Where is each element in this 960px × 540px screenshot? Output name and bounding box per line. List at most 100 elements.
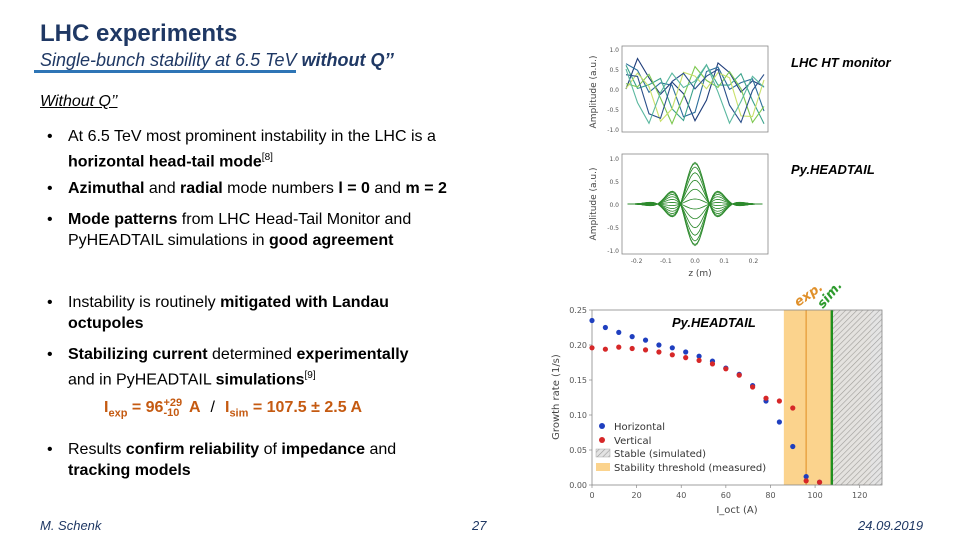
point-horizontal <box>683 349 689 355</box>
point-horizontal <box>790 443 796 450</box>
bullet-6-bold2: impedance <box>281 441 365 458</box>
plot2-ytick-label: -1.0 <box>607 248 619 255</box>
bullet-dot: • <box>47 441 53 458</box>
point-vertical <box>696 357 702 363</box>
legend-vertical: Vertical <box>614 436 651 447</box>
exp-error: +29 -10 <box>163 397 183 419</box>
point-horizontal <box>803 474 809 480</box>
plot3-xtick-label: 40 <box>676 491 686 500</box>
bullet-1: • At 6.5 TeV most prominent instability … <box>47 126 436 172</box>
plot3-ylabel: Growth rate (1/s) <box>551 354 562 440</box>
exp-minus: -10 <box>163 407 180 419</box>
plot1-ytick-label: 0.5 <box>609 67 619 74</box>
bullet-2-bold2: radial <box>180 180 223 197</box>
plot1-trace <box>625 63 765 118</box>
bullet-5-bold3: simulations <box>215 371 305 389</box>
plot1-trace <box>625 71 765 123</box>
point-vertical <box>816 479 823 485</box>
bullet-2-text1: and <box>144 180 181 197</box>
point-vertical <box>723 366 729 372</box>
bullet-5-bold2: experimentally <box>296 346 409 363</box>
bullet-3-text1: from LHC Head-Tail Monitor and <box>177 211 412 228</box>
plot1-ytick-label: 0.0 <box>609 87 619 94</box>
pyheadtail-top-label: Py.HEADTAIL <box>791 162 875 177</box>
footer-page-number: 27 <box>472 518 487 533</box>
bullet-3: • Mode patterns from LHC Head-Tail Monit… <box>47 209 412 251</box>
plot3-ytick-label: 0.05 <box>569 446 587 455</box>
point-horizontal <box>696 353 702 359</box>
point-vertical <box>602 346 608 352</box>
point-vertical <box>709 361 716 367</box>
bullet-4-text1: Instability is routinely <box>68 294 221 311</box>
plot3-xtick-label: 20 <box>632 491 642 500</box>
footer-date: 24.09.2019 <box>858 518 924 533</box>
plot2-trace <box>627 202 763 210</box>
growth-rate-chart: Growth rate (1/s) I_oct (A) 0.25 0.20 0.15… <box>551 285 883 516</box>
title-underline <box>34 70 296 73</box>
legend-stable-swatch <box>595 448 611 458</box>
exp-plus: +29 <box>163 397 183 409</box>
plot2-trace <box>627 198 763 206</box>
ht-monitor-plot: Amplitude (a.u.) 1.0 0.5 0.0 -0.5 -1.0 <box>589 45 769 134</box>
sim-label: I <box>224 399 230 417</box>
bullet-4-bold2: octupoles <box>68 315 144 332</box>
plot1-trace <box>625 63 765 125</box>
plot3-ytick-label: 0.15 <box>569 376 587 385</box>
bullet-dot: • <box>47 211 53 228</box>
plot1-ytick-label: 1.0 <box>609 47 619 54</box>
point-vertical <box>629 345 635 352</box>
plot3-background <box>783 310 882 485</box>
plot3-ytick-label: 0.20 <box>569 341 587 350</box>
plot2-ytick-label: 1.0 <box>609 156 619 163</box>
point-vertical <box>803 478 809 484</box>
plot2-ylabel: Amplitude (a.u.) <box>589 168 599 241</box>
threshold-formula: Iexp = 96+29 -10 A / Isim = 107.5 ± 2.5 A <box>104 397 362 420</box>
bullet-2-bold3: l = 0 <box>338 180 370 197</box>
plot2-xtick-label: 0.2 <box>749 258 759 265</box>
bullet-2-text2: mode numbers <box>222 180 339 197</box>
subtitle-emphasis: without Q’’ <box>301 50 394 70</box>
plot1-ylabel: Amplitude (a.u.) <box>589 56 599 129</box>
point-horizontal <box>602 324 608 331</box>
legend-threshold: Stability threshold (measured) <box>614 463 766 474</box>
point-horizontal <box>629 334 635 340</box>
plot3-xlabel: I_oct (A) <box>716 505 757 516</box>
bullet-dot: • <box>47 346 53 363</box>
plot3-xtick-label: 80 <box>765 491 775 500</box>
legend-threshold-swatch <box>596 463 610 471</box>
sim-sub: sim <box>229 407 249 420</box>
bullet-6-text3: and <box>365 441 397 458</box>
bullet-dot: • <box>47 128 53 145</box>
exp-sub: exp <box>108 407 128 420</box>
exp-value: = 96 <box>127 399 164 417</box>
slide-subtitle: Single-bunch stability at 6.5 TeV withou… <box>40 50 394 71</box>
plot2-trace <box>627 196 763 229</box>
exp-label: I <box>104 399 109 417</box>
point-vertical <box>656 349 662 355</box>
plot2-trace <box>627 199 763 220</box>
bullet-3-bold2: good agreement <box>268 232 394 249</box>
point-vertical <box>642 347 649 353</box>
point-horizontal <box>589 317 595 324</box>
point-vertical <box>589 345 595 351</box>
point-vertical <box>750 384 756 390</box>
plot1-trace <box>625 57 765 122</box>
bullet-6-bold1: confirm reliability <box>125 441 260 458</box>
bullet-5-text1: determined <box>207 346 297 363</box>
formula-separator: / <box>210 399 215 417</box>
point-vertical <box>669 352 675 358</box>
plot2-ytick-label: -0.5 <box>607 225 619 232</box>
plot1-trace <box>625 63 765 124</box>
exp-unit: A <box>185 399 201 417</box>
plot3-points <box>589 317 823 485</box>
bullet-3-text2: PyHEADTAIL simulations in <box>68 232 269 249</box>
plot3-ytick-label: 0.25 <box>569 306 587 315</box>
bullet-5-ref: [9] <box>304 370 316 381</box>
pyheadtail-chart-label: Py.HEADTAIL <box>672 315 756 330</box>
bullet-1-ref: [8] <box>261 152 273 163</box>
point-vertical <box>616 344 622 350</box>
plot2-xtick-label: -0.2 <box>631 258 643 265</box>
plot3-xtick-label: 60 <box>721 491 731 500</box>
legend-stable: Stable (simulated) <box>614 449 706 460</box>
plot3-yticks: 0.25 0.20 0.15 0.10 0.05 0.00 <box>569 306 592 490</box>
